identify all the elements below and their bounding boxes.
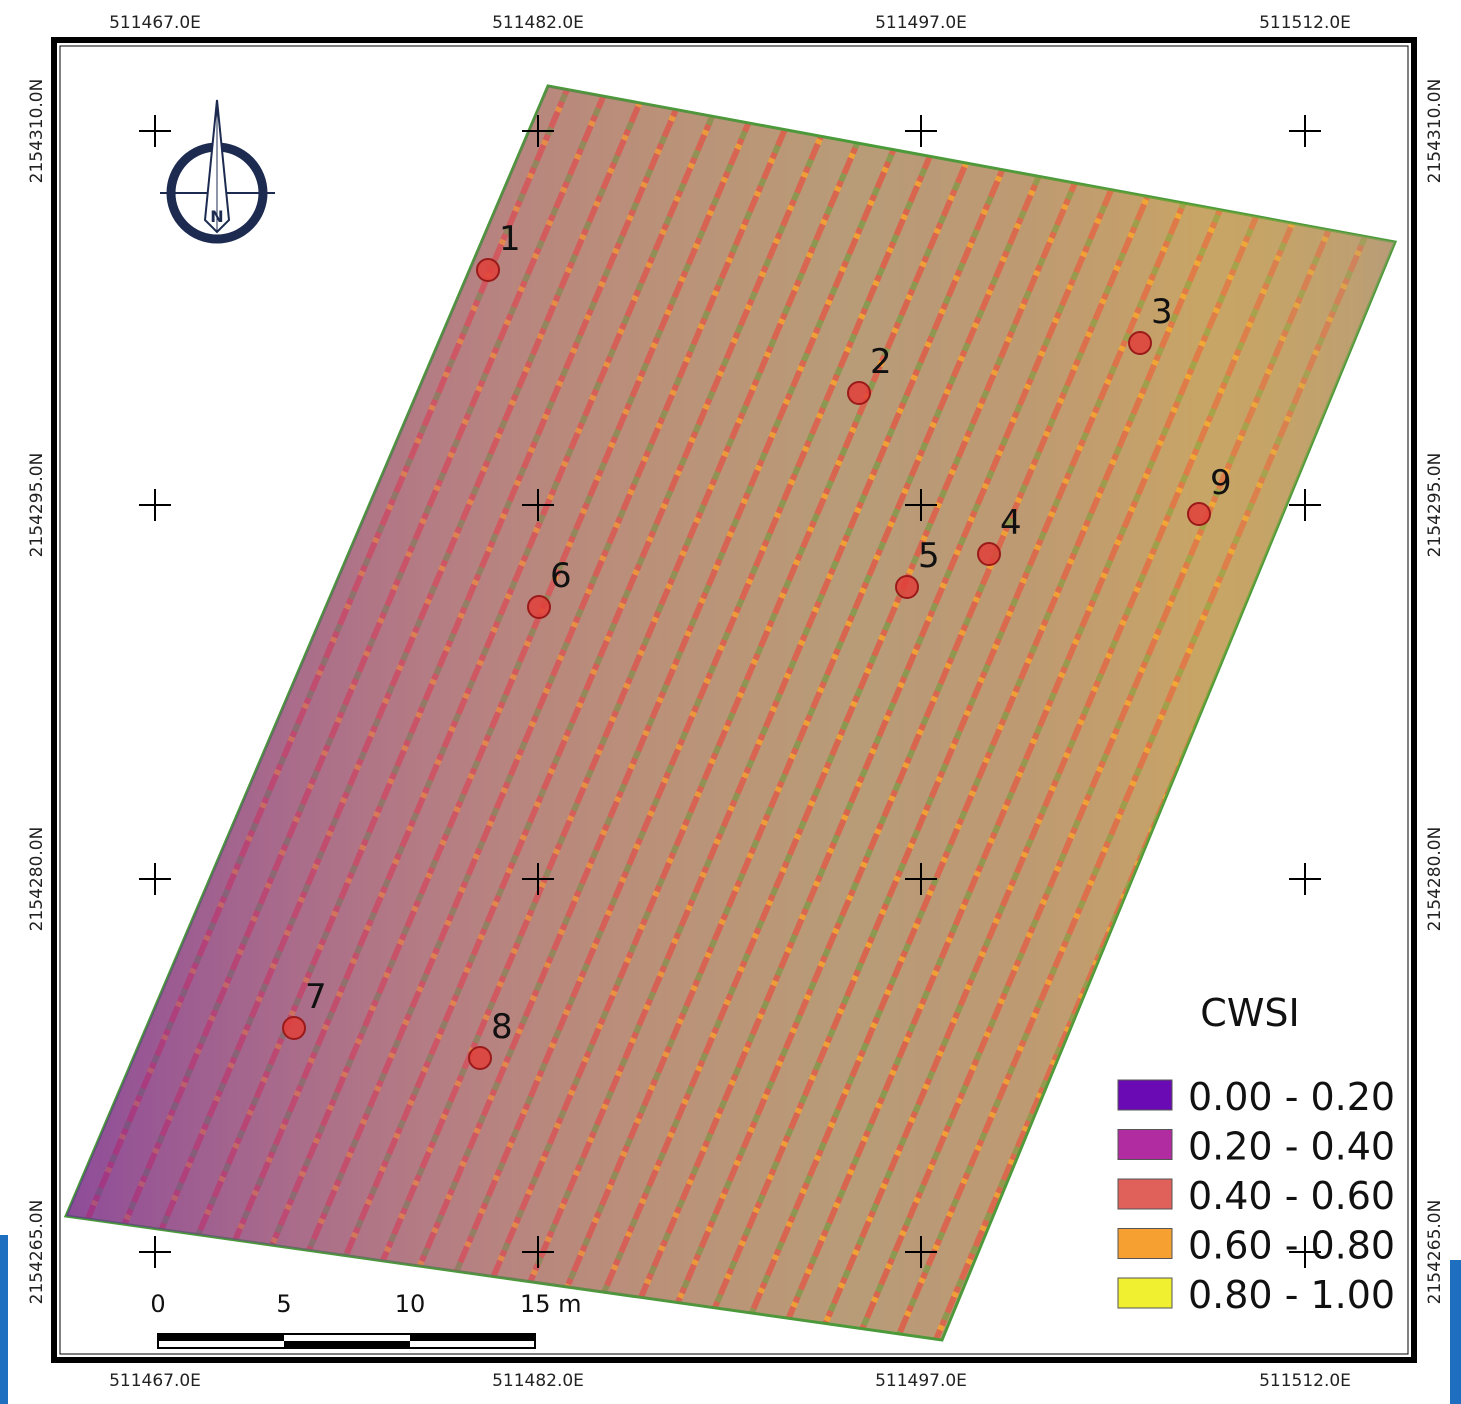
sample-point-label: 2 xyxy=(870,342,892,382)
legend-swatch xyxy=(1118,1179,1172,1209)
legend-swatch xyxy=(1118,1278,1172,1308)
scale-label: 15 m xyxy=(520,1290,582,1318)
legend-label: 0.40 - 0.60 xyxy=(1188,1174,1395,1218)
x-coord-label: 511497.0E xyxy=(875,1371,967,1391)
sample-point-label: 9 xyxy=(1210,463,1232,503)
sample-point xyxy=(848,382,870,404)
y-coord-label: 2154280.0N xyxy=(1425,827,1445,932)
y-coord-label: 2154295.0N xyxy=(1425,453,1445,558)
y-coord-label: 2154280.0N xyxy=(27,827,47,932)
legend-swatch xyxy=(1118,1080,1172,1110)
sample-point xyxy=(283,1017,305,1039)
sample-point-label: 5 xyxy=(918,536,940,576)
y-coord-label: 2154295.0N xyxy=(27,453,47,558)
sample-point-label: 1 xyxy=(499,219,521,259)
legend-swatch xyxy=(1118,1229,1172,1259)
scale-label: 5 xyxy=(276,1290,291,1318)
x-coord-label: 511467.0E xyxy=(109,13,201,33)
sample-point xyxy=(528,596,550,618)
sample-point-label: 8 xyxy=(491,1007,513,1047)
sample-point-label: 7 xyxy=(305,977,327,1017)
edge-decor xyxy=(0,1235,8,1404)
sample-point xyxy=(978,543,1000,565)
scale-label: 10 xyxy=(395,1290,426,1318)
y-coord-label: 2154310.0N xyxy=(27,79,47,184)
sample-point xyxy=(896,576,918,598)
sample-point xyxy=(1129,332,1151,354)
legend-swatch xyxy=(1118,1130,1172,1160)
sample-point-label: 3 xyxy=(1151,292,1173,332)
legend-label: 0.80 - 1.00 xyxy=(1188,1273,1395,1317)
legend-label: 0.00 - 0.20 xyxy=(1188,1075,1395,1119)
sample-point xyxy=(469,1047,491,1069)
map: N 511467.0E511467.0E511482.0E511482.0E51… xyxy=(0,0,1461,1404)
x-coord-label: 511482.0E xyxy=(492,1371,584,1391)
y-coord-label: 2154265.0N xyxy=(1425,1200,1445,1305)
sample-point xyxy=(477,259,499,281)
legend-label: 0.20 - 0.40 xyxy=(1188,1125,1395,1169)
y-coord-label: 2154265.0N xyxy=(27,1200,47,1305)
y-coord-label: 2154310.0N xyxy=(1425,79,1445,184)
legend-label: 0.60 - 0.80 xyxy=(1188,1224,1395,1268)
sample-point xyxy=(1188,503,1210,525)
x-coord-label: 511482.0E xyxy=(492,13,584,33)
edge-decor xyxy=(1450,1260,1461,1404)
sample-point-label: 4 xyxy=(1000,503,1022,543)
sample-point-label: 6 xyxy=(550,556,572,596)
legend-title: CWSI xyxy=(1200,991,1299,1035)
x-coord-label: 511497.0E xyxy=(875,13,967,33)
x-coord-label: 511467.0E xyxy=(109,1371,201,1391)
x-coord-label: 511512.0E xyxy=(1259,13,1351,33)
x-coord-label: 511512.0E xyxy=(1259,1371,1351,1391)
svg-text:N: N xyxy=(210,207,223,226)
scale-label: 0 xyxy=(150,1290,165,1318)
